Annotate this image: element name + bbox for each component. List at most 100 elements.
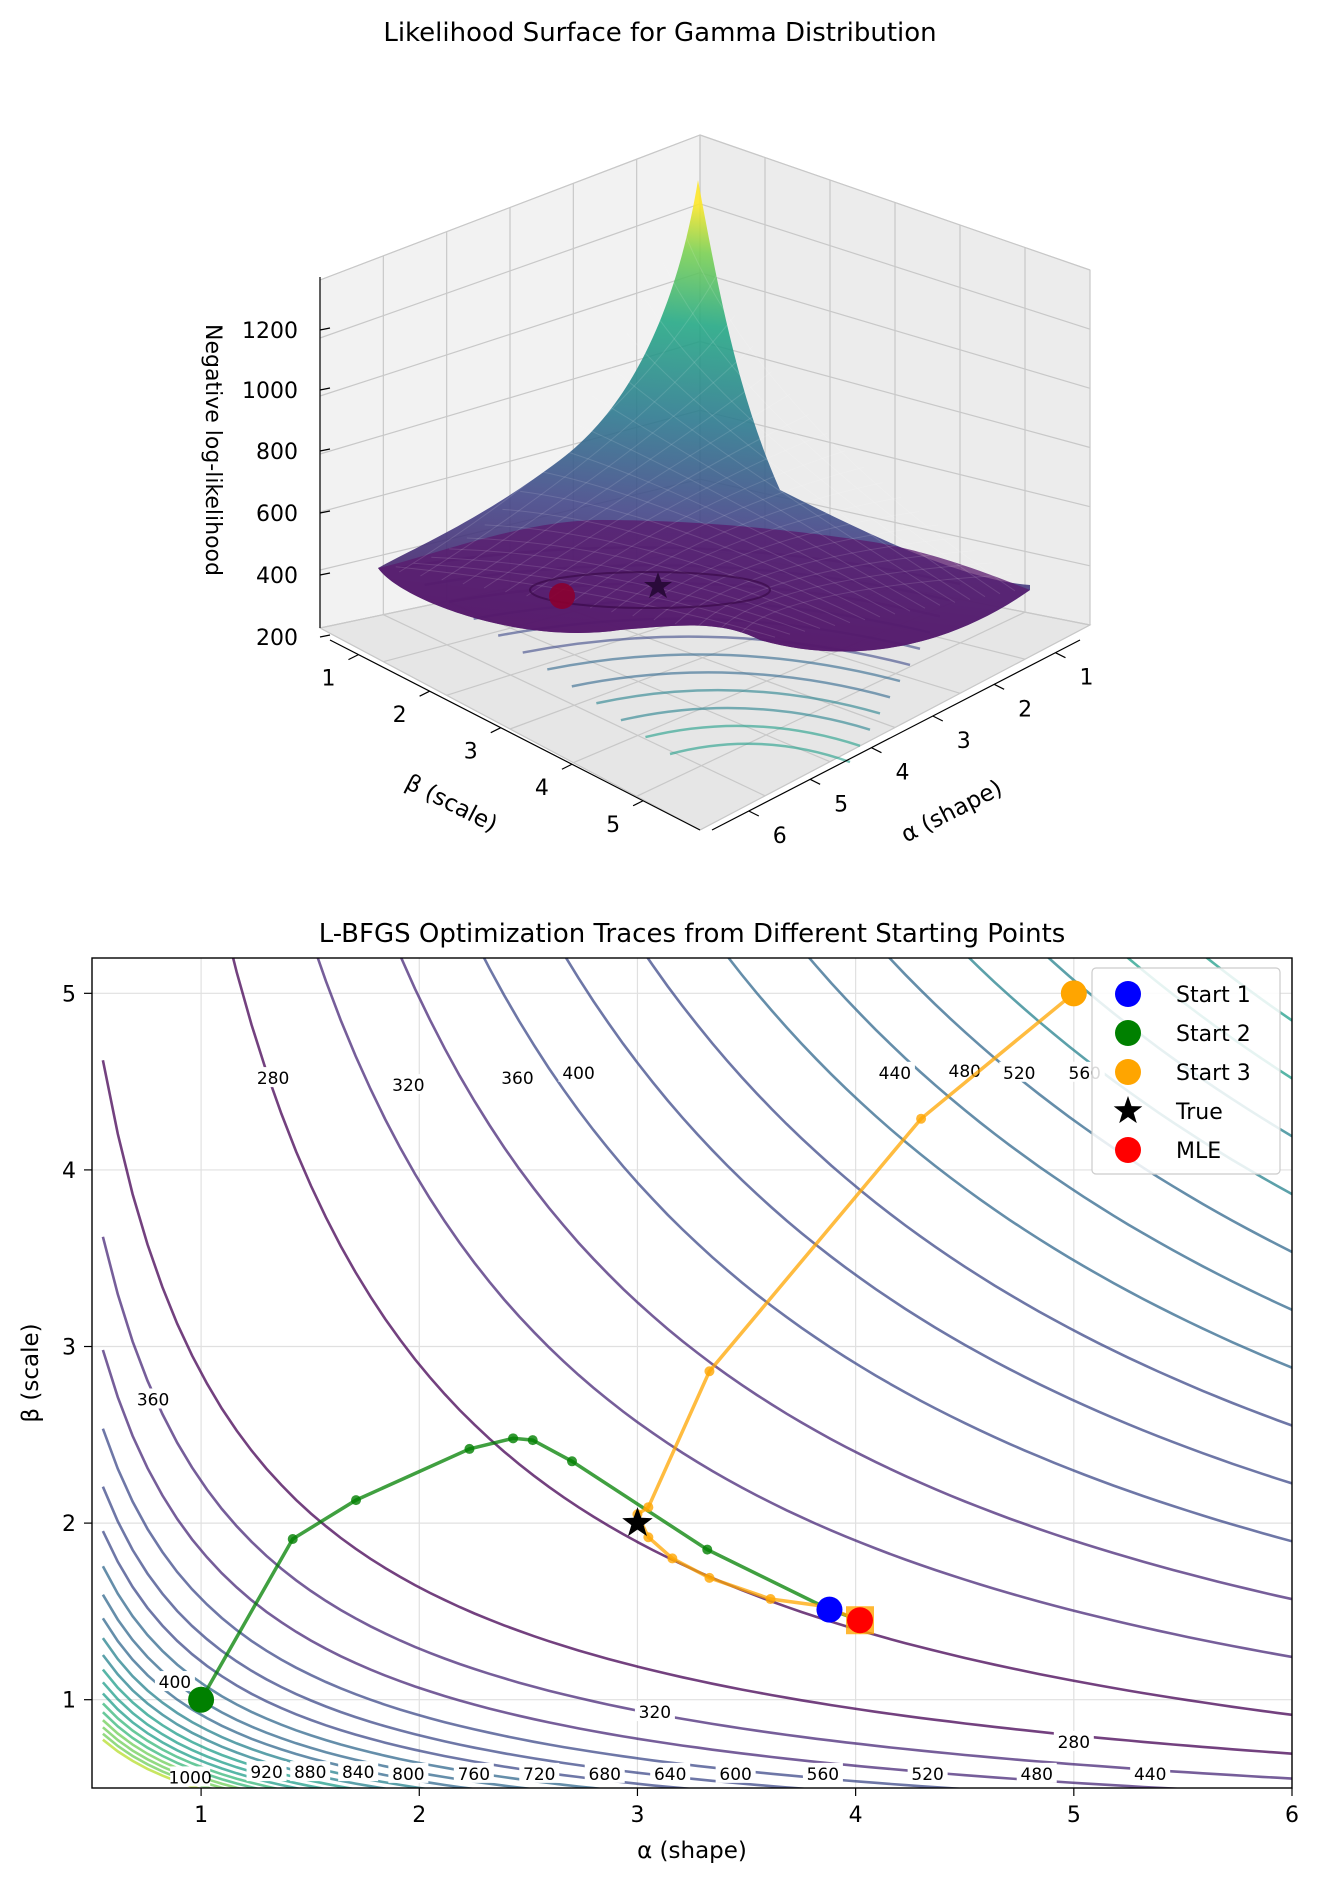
legend-label: True bbox=[1175, 1100, 1223, 1125]
y-tick-label: 4 bbox=[62, 1159, 76, 1184]
true-marker bbox=[622, 1507, 653, 1537]
alpha-tick-label: 1 bbox=[1079, 666, 1093, 691]
y-tick-label: 2 bbox=[62, 1512, 76, 1537]
legend-marker bbox=[1113, 1096, 1143, 1124]
contour-plot-frame bbox=[91, 957, 1293, 1789]
x-tick-label: 1 bbox=[194, 1803, 208, 1828]
trace-point bbox=[704, 1572, 715, 1583]
trace-point bbox=[702, 1544, 713, 1555]
contour-x-label: α (shape) bbox=[637, 1838, 747, 1864]
beta-tick-label: 4 bbox=[535, 776, 549, 801]
surface-mle-marker bbox=[549, 583, 575, 609]
contour-label: 600 bbox=[719, 1765, 751, 1785]
contour-label: 760 bbox=[458, 1765, 490, 1785]
contour-label: 440 bbox=[1134, 1765, 1166, 1785]
contour-y-ticks: 1 2 3 4 5 bbox=[62, 982, 92, 1714]
z-tick-label: 200 bbox=[256, 626, 298, 651]
contour-title: L-BFGS Optimization Traces from Differen… bbox=[319, 919, 1066, 949]
y-tick-label: 5 bbox=[62, 982, 76, 1007]
z-tick-label: 400 bbox=[256, 564, 298, 589]
trace-line bbox=[199, 1436, 861, 1701]
alpha-tick-label: 6 bbox=[773, 824, 787, 849]
contour-label: 480 bbox=[1021, 1765, 1053, 1785]
surface-subplot: Likelihood Surface for Gamma Distributio… bbox=[200, 18, 1093, 849]
contour-label: 720 bbox=[523, 1765, 555, 1785]
trace-point bbox=[464, 1443, 475, 1454]
z-tick-label: 1000 bbox=[242, 379, 298, 404]
contour-label: 920 bbox=[250, 1763, 282, 1783]
contour-label: 280 bbox=[257, 1069, 289, 1089]
legend-marker bbox=[1115, 1059, 1141, 1085]
legend-label: Start 1 bbox=[1176, 983, 1251, 1008]
contour-labels: 280 320 360 400 440 480 520 5603604003202804404… bbox=[133, 1060, 1171, 1788]
trace-point bbox=[765, 1594, 776, 1605]
contour-y-label: β (scale) bbox=[18, 1323, 44, 1422]
surface-mesh bbox=[395, 221, 1016, 638]
z-tick-label: 800 bbox=[256, 440, 298, 465]
contour-label: 360 bbox=[501, 1069, 533, 1089]
start-marker bbox=[188, 1686, 215, 1713]
beta-tick-label: 1 bbox=[321, 667, 335, 692]
contour-label: 560 bbox=[807, 1765, 839, 1785]
alpha-tick-label: 5 bbox=[834, 792, 848, 817]
trace-point bbox=[704, 1366, 715, 1377]
surface-true-marker bbox=[644, 572, 672, 598]
alpha-tick-label: 2 bbox=[1018, 697, 1032, 722]
contour-label: 520 bbox=[911, 1765, 943, 1785]
beta-axis-label: β (scale) bbox=[401, 770, 501, 838]
x-tick-label: 3 bbox=[630, 1803, 644, 1828]
beta-axis-line bbox=[329, 639, 701, 831]
legend-label: MLE bbox=[1176, 1139, 1221, 1164]
z-tick-label: 1200 bbox=[242, 319, 298, 344]
contour-label: 800 bbox=[392, 1765, 424, 1785]
contour-label: 520 bbox=[1003, 1064, 1035, 1084]
trace-point bbox=[508, 1433, 519, 1444]
z-axis-label: Negative log-likelihood bbox=[200, 324, 225, 576]
contour-subplot: L-BFGS Optimization Traces from Differen… bbox=[18, 919, 1299, 1864]
start-marker bbox=[1060, 980, 1087, 1007]
contour-label: 320 bbox=[392, 1076, 424, 1096]
contour-x-ticks: 1 2 3 4 5 6 bbox=[194, 1788, 1299, 1828]
trace-point bbox=[916, 1113, 927, 1124]
contour-label: 280 bbox=[1058, 1733, 1090, 1753]
trace-point bbox=[643, 1502, 654, 1513]
legend-box bbox=[1091, 967, 1281, 1175]
surface-valley bbox=[378, 520, 1030, 652]
contour-label: 400 bbox=[562, 1064, 594, 1084]
trace-point bbox=[667, 1553, 678, 1564]
beta-tick-label: 5 bbox=[606, 813, 620, 838]
legend: Start 1 Start 2 Start 3 True MLE bbox=[1091, 967, 1281, 1175]
trace-point bbox=[527, 1435, 538, 1446]
surface-title: Likelihood Surface for Gamma Distributio… bbox=[383, 18, 936, 48]
optimization-traces bbox=[188, 980, 1087, 1713]
contour-label: 680 bbox=[589, 1765, 621, 1785]
alpha-axis-label: α (shape) bbox=[897, 775, 1007, 848]
legend-marker bbox=[1115, 1137, 1141, 1163]
contour-label: 440 bbox=[879, 1064, 911, 1084]
legend-marker bbox=[1115, 981, 1141, 1007]
x-tick-label: 4 bbox=[849, 1803, 863, 1828]
trace-point bbox=[287, 1534, 298, 1544]
x-tick-label: 2 bbox=[412, 1803, 426, 1828]
x-tick-label: 5 bbox=[1067, 1803, 1081, 1828]
contour-label: 360 bbox=[137, 1390, 169, 1410]
contour-label: 400 bbox=[159, 1673, 191, 1693]
legend-marker bbox=[1115, 1020, 1141, 1046]
beta-tick-label: 2 bbox=[393, 703, 407, 728]
contour-label: 880 bbox=[294, 1763, 326, 1783]
alpha-axis-ticks: 1 2 3 4 5 6 bbox=[748, 652, 1093, 849]
mle-marker bbox=[847, 1607, 873, 1634]
start-marker bbox=[816, 1596, 843, 1623]
y-tick-label: 3 bbox=[62, 1336, 76, 1361]
beta-axis-ticks: 1 2 3 4 5 bbox=[321, 654, 644, 838]
beta-tick-label: 3 bbox=[464, 740, 478, 765]
alpha-tick-label: 3 bbox=[957, 729, 971, 754]
legend-label: Start 3 bbox=[1176, 1061, 1251, 1086]
y-tick-label: 1 bbox=[62, 1689, 76, 1714]
x-tick-label: 6 bbox=[1285, 1803, 1299, 1828]
trace-point bbox=[567, 1456, 577, 1467]
contour-label: 840 bbox=[342, 1763, 374, 1783]
alpha-axis-line bbox=[711, 639, 1081, 831]
z-tick-label: 600 bbox=[256, 502, 298, 527]
